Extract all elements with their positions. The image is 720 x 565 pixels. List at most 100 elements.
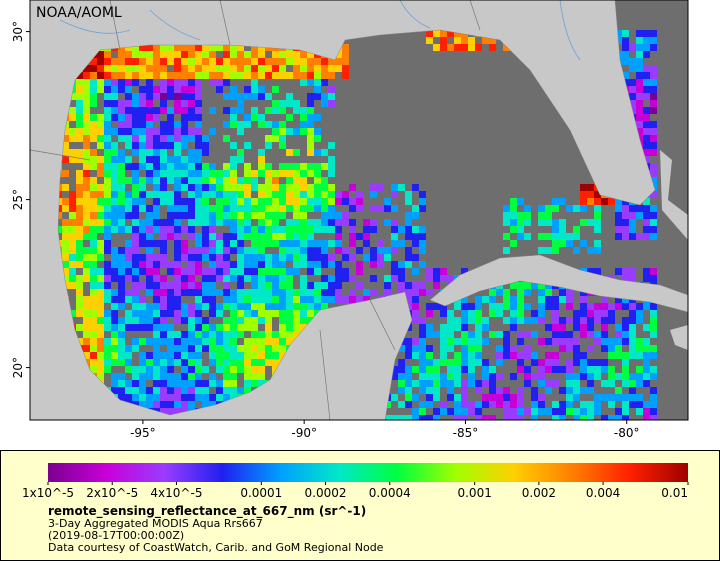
pixel	[314, 303, 321, 310]
pixel	[125, 107, 132, 114]
pixel	[517, 387, 524, 394]
pixel	[328, 170, 335, 177]
cuba	[429, 254, 688, 313]
pixel	[237, 324, 244, 331]
pixel	[111, 219, 118, 226]
pixel	[468, 373, 475, 380]
pixel	[447, 394, 454, 401]
pixel	[468, 401, 475, 408]
pixel	[118, 156, 125, 163]
pixel	[223, 261, 230, 268]
pixel	[97, 366, 104, 373]
pixel	[419, 366, 426, 373]
pixel	[594, 338, 601, 345]
pixel	[195, 394, 202, 401]
pixel	[643, 380, 650, 387]
pixel	[314, 86, 321, 93]
pixel	[188, 387, 195, 394]
pixel	[272, 107, 279, 114]
pixel	[111, 114, 118, 121]
pixel	[230, 219, 237, 226]
pixel	[167, 345, 174, 352]
pixel	[223, 121, 230, 128]
pixel	[510, 324, 517, 331]
pixel	[349, 205, 356, 212]
pixel	[160, 254, 167, 261]
pixel	[76, 170, 83, 177]
pixel	[223, 345, 230, 352]
pixel	[223, 366, 230, 373]
pixel	[209, 212, 216, 219]
pixel	[244, 142, 251, 149]
pixel	[209, 324, 216, 331]
pixel	[181, 184, 188, 191]
pixel	[111, 198, 118, 205]
pixel	[279, 331, 286, 338]
pixel	[608, 394, 615, 401]
pixel	[209, 177, 216, 184]
pixel	[398, 401, 405, 408]
colorbar-tick-label: 4x10^-5	[150, 486, 202, 500]
pixel	[622, 380, 629, 387]
pixel	[454, 366, 461, 373]
pixel	[244, 338, 251, 345]
pixel	[293, 289, 300, 296]
pixel	[328, 198, 335, 205]
pixel	[622, 352, 629, 359]
pixel	[286, 219, 293, 226]
pixel	[251, 345, 258, 352]
pixel	[293, 177, 300, 184]
pixel	[370, 254, 377, 261]
pixel	[286, 170, 293, 177]
pixel	[160, 408, 167, 415]
pixel	[622, 37, 629, 44]
pixel	[503, 212, 510, 219]
pixel	[188, 219, 195, 226]
pixel	[426, 380, 433, 387]
pixel	[545, 219, 552, 226]
pixel	[293, 128, 300, 135]
pixel	[188, 261, 195, 268]
pixel	[594, 303, 601, 310]
pixel	[83, 191, 90, 198]
pixel	[454, 380, 461, 387]
pixel	[181, 79, 188, 86]
x-tick-label: -90°	[291, 426, 317, 440]
pixel	[447, 380, 454, 387]
pixel	[524, 352, 531, 359]
pixel	[580, 191, 587, 198]
pixel	[195, 212, 202, 219]
pixel	[97, 121, 104, 128]
pixel	[398, 184, 405, 191]
pixel	[244, 72, 251, 79]
pixel	[97, 247, 104, 254]
pixel	[363, 254, 370, 261]
pixel	[615, 212, 622, 219]
pixel	[174, 352, 181, 359]
pixel	[447, 408, 454, 415]
pixel	[650, 317, 657, 324]
pixel	[265, 184, 272, 191]
pixel	[328, 282, 335, 289]
pixel	[209, 282, 216, 289]
pixel	[237, 72, 244, 79]
pixel	[307, 163, 314, 170]
pixel	[566, 366, 573, 373]
pixel	[195, 366, 202, 373]
pixel	[531, 408, 538, 415]
pixel	[377, 205, 384, 212]
pixel	[510, 198, 517, 205]
pixel	[195, 191, 202, 198]
pixel	[608, 345, 615, 352]
pixel	[258, 58, 265, 65]
pixel	[622, 373, 629, 380]
pixel	[650, 373, 657, 380]
pixel	[566, 331, 573, 338]
pixel	[209, 163, 216, 170]
pixel	[272, 72, 279, 79]
pixel	[125, 51, 132, 58]
pixel	[174, 275, 181, 282]
pixel	[447, 387, 454, 394]
pixel	[132, 296, 139, 303]
pixel	[188, 65, 195, 72]
